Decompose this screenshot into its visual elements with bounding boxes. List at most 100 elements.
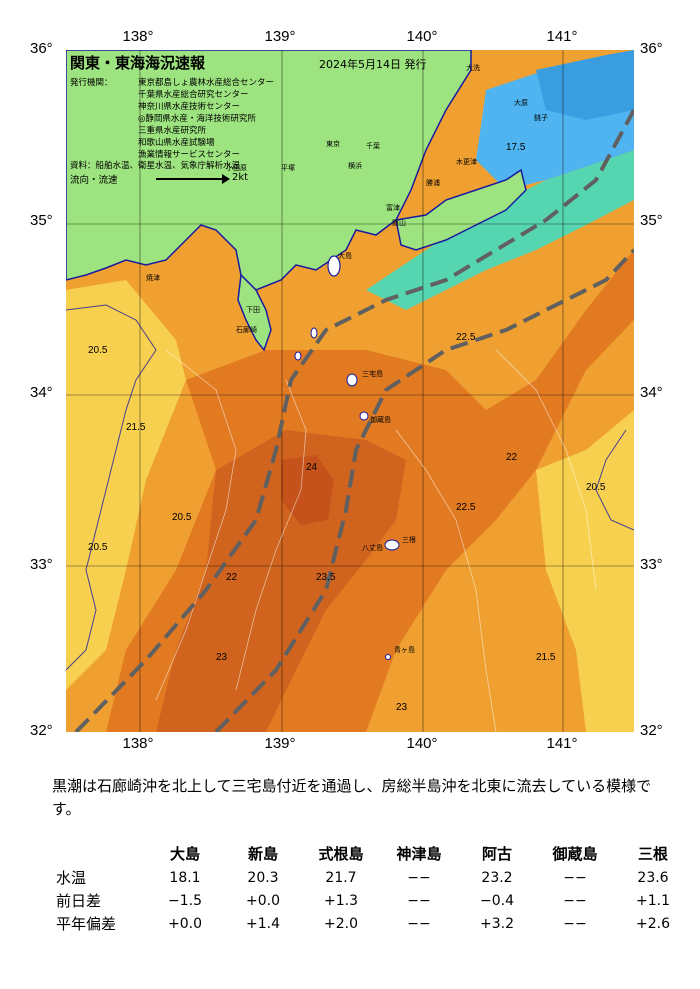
lat-label-left-35: 35°: [30, 212, 53, 229]
place-label: 銚子: [534, 113, 548, 122]
flow-scale: 2kt: [232, 172, 249, 183]
sea-zone-core: [281, 455, 334, 525]
issue-date: 2024年5月14日 発行: [319, 58, 427, 71]
place-label: 小田原: [226, 163, 247, 172]
flow-legend-label: 流向・流速: [70, 175, 118, 186]
island-aogashima: [385, 654, 391, 660]
lon-label-top-141: 141°: [546, 28, 578, 45]
isotherm-label: 20.5: [88, 542, 108, 553]
place-label: 焼津: [146, 273, 160, 282]
table-cell: −−: [563, 915, 587, 932]
table-cell: −1.5: [168, 892, 202, 909]
table-cell: +1.4: [246, 915, 280, 932]
isotherm-label: 22: [226, 572, 238, 583]
column-header: 三根: [637, 844, 668, 863]
table-cell: +1.1: [636, 892, 670, 909]
institution-item: 東京都島しょ農林水産総合センター: [138, 78, 275, 88]
row-header: 水温: [56, 869, 87, 887]
place-label: 青ヶ島: [394, 645, 415, 654]
isotherm-label: 17.5: [506, 142, 526, 153]
place-label: 大島: [338, 251, 352, 260]
table-cell: 21.7: [325, 869, 357, 886]
island-hachijo: [384, 539, 400, 551]
table-cell: 23.2: [481, 869, 513, 886]
isotherm-lines: [66, 304, 634, 671]
island-kozu: [294, 351, 302, 361]
lat-label-left-36: 36°: [30, 40, 53, 57]
table-header-row: 大島 新島 式根島 神津島 阿古 御蔵島 三根: [56, 840, 692, 866]
place-label: 石廊崎: [236, 325, 257, 334]
island-oshima: [327, 255, 341, 277]
isotherm-label: 22: [506, 452, 518, 463]
flow-arrow-icon: [156, 178, 226, 180]
table-cell: −−: [563, 892, 587, 909]
island-mikura: [359, 411, 369, 421]
table-cell: −−: [407, 869, 431, 886]
graticule: [66, 50, 634, 732]
lat-label-right-36: 36°: [640, 40, 663, 57]
place-label: 下田: [246, 306, 260, 314]
lon-label-top-140: 140°: [406, 28, 438, 45]
sea-temperature-map: 20.5 21.5 20.5 20.5 23 23.5 22.5 22.5 22…: [66, 50, 634, 732]
lat-label-left-34: 34°: [30, 384, 53, 401]
isotherm-label: 20.5: [586, 482, 606, 493]
isotherm-label: 23: [396, 702, 408, 713]
place-label: 御蔵島: [370, 415, 391, 424]
table-cell: +0.0: [246, 892, 280, 909]
place-label: 三根: [402, 535, 416, 544]
place-label: 平塚: [281, 163, 295, 172]
isotherm-label: 20.5: [172, 512, 192, 523]
place-label: 大洗: [466, 63, 480, 72]
lat-label-left-32: 32°: [30, 722, 53, 739]
table-row: 水温 18.1 20.3 21.7 −− 23.2 −− 23.6: [56, 866, 692, 889]
isotherm-label: 22.5: [456, 332, 476, 343]
isotherm-label: 21.5: [536, 652, 556, 663]
institution-item: 千葉県水産総合研究センター: [138, 90, 249, 100]
sea-zone-mid-west: [66, 280, 186, 690]
table-cell: +2.0: [324, 915, 358, 932]
place-label: 千葉: [366, 141, 380, 150]
column-header: 御蔵島: [552, 844, 598, 863]
place-label: 三宅島: [362, 369, 383, 378]
lat-label-right-32: 32°: [640, 722, 663, 739]
island-niijima: [310, 327, 318, 339]
institution-item: ◎静岡県水産・海洋技術研究所: [138, 114, 256, 124]
lon-label-bottom-141: 141°: [546, 735, 578, 752]
place-label: 八丈島: [362, 543, 383, 552]
sea-zone-hottest: [156, 430, 406, 732]
sea-zone-coldest: [536, 50, 634, 120]
place-label: 横浜: [348, 161, 362, 170]
lon-label-bottom-138: 138°: [122, 735, 154, 752]
map-title: 関東・東海海況速報: [70, 54, 206, 72]
institution-item: 神奈川県水産技術センター: [138, 102, 241, 112]
table-cell: −−: [407, 915, 431, 932]
isotherm-label: 23.5: [316, 572, 336, 583]
column-header: 式根島: [318, 844, 364, 863]
temperature-table: 大島 新島 式根島 神津島 阿古 御蔵島 三根 水温 18.1 20.3 21.…: [56, 840, 692, 935]
table-cell: −−: [563, 869, 587, 886]
place-label: 富津: [386, 203, 400, 212]
data-sources: 資料：船舶水温、衛星水温、気象庁解析水温: [70, 161, 241, 171]
sea-zone-cool: [366, 150, 634, 310]
isotherm-label: 21.5: [126, 422, 146, 433]
table-cell: +3.2: [480, 915, 514, 932]
lon-label-bottom-140: 140°: [406, 735, 438, 752]
land-boso-peninsula: [395, 168, 527, 251]
place-label: 館山: [392, 218, 406, 227]
place-labels: 大島 三宅島 御蔵島 八丈島 三根 青ヶ島 平塚 横浜 木更津 勝浦 大原 銚子…: [146, 63, 548, 654]
row-header: 平年偏差: [56, 915, 117, 933]
place-label: 木更津: [456, 157, 477, 166]
table-cell: −−: [407, 892, 431, 909]
place-label: 大原: [514, 98, 528, 107]
lon-label-top-139: 139°: [264, 28, 296, 45]
table-row: 前日差 −1.5 +0.0 +1.3 −− −0.4 −− +1.1: [56, 889, 692, 912]
column-header: 神津島: [396, 844, 442, 863]
place-label: 勝浦: [426, 178, 440, 187]
table-cell: 23.6: [637, 869, 669, 886]
flow-arrowhead-icon: [222, 174, 230, 184]
land-honshu: [66, 50, 472, 291]
row-header: 前日差: [56, 892, 102, 910]
column-header: 阿古: [481, 844, 512, 863]
lat-label-right-35: 35°: [640, 212, 663, 229]
lon-label-top-138: 138°: [122, 28, 154, 45]
